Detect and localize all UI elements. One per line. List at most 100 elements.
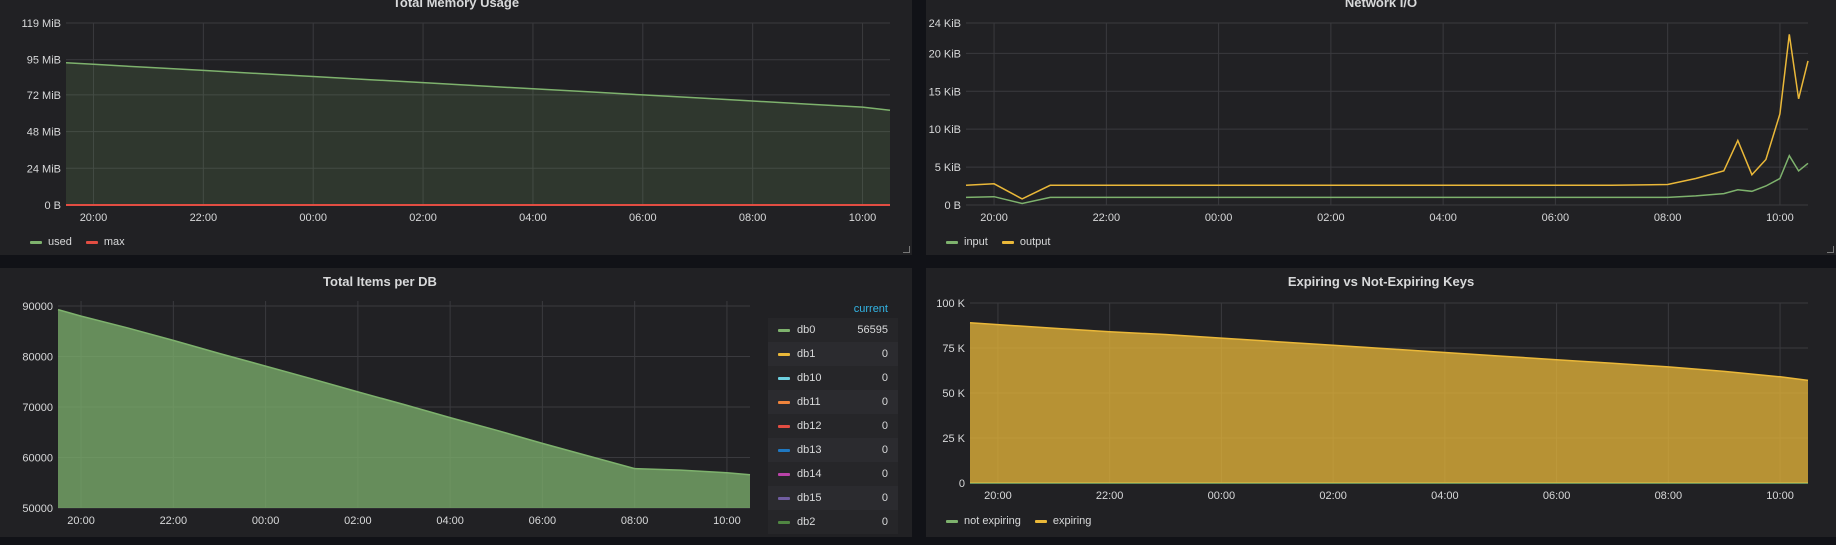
y-tick-label: 20 KiB bbox=[929, 48, 961, 60]
chart-legend: used max bbox=[30, 236, 125, 248]
x-tick-label: 20:00 bbox=[980, 212, 1008, 224]
legend-header-current[interactable]: current bbox=[853, 303, 888, 315]
x-tick-label: 22:00 bbox=[190, 212, 218, 224]
series-line-input bbox=[965, 154, 1809, 205]
y-tick-label: 5 KiB bbox=[935, 162, 961, 174]
x-tick-label: 10:00 bbox=[1766, 490, 1794, 502]
series-swatch bbox=[778, 448, 790, 452]
legend-row-db13[interactable]: db13 0 bbox=[768, 438, 898, 462]
y-tick-label: 95 MiB bbox=[27, 55, 61, 67]
series-swatch bbox=[778, 424, 790, 428]
x-tick-label: 10:00 bbox=[849, 212, 877, 224]
x-tick-label: 08:00 bbox=[739, 212, 767, 224]
y-tick-label: 10 KiB bbox=[929, 124, 961, 136]
panel-title[interactable]: Total Items per DB bbox=[323, 274, 437, 289]
legend-row-db10[interactable]: db10 0 bbox=[768, 366, 898, 390]
x-tick-label: 22:00 bbox=[1093, 212, 1121, 224]
x-tick-label: 06:00 bbox=[1543, 490, 1571, 502]
legend-row-db0[interactable]: db0 56595 bbox=[768, 318, 898, 342]
x-tick-label: 00:00 bbox=[1205, 212, 1233, 224]
y-tick-label: 72 MiB bbox=[27, 90, 61, 102]
y-tick-label: 100 K bbox=[936, 298, 965, 310]
legend-rows: db0 56595 db1 0 db10 0 db11 0 db12 0 db13 0 db14 0 db1… bbox=[768, 318, 898, 534]
y-tick-label: 15 KiB bbox=[929, 86, 961, 98]
panel-title[interactable]: Total Memory Usage bbox=[392, 0, 520, 10]
y-tick-label: 0 B bbox=[944, 200, 961, 212]
legend-label: input bbox=[964, 236, 988, 248]
series-swatch bbox=[778, 376, 790, 380]
x-tick-label: 20:00 bbox=[80, 212, 108, 224]
y-tick-label: 0 B bbox=[44, 200, 61, 212]
legend-series-name: db1 bbox=[797, 348, 816, 360]
legend-item-used[interactable]: used bbox=[30, 236, 72, 248]
legend-row-db14[interactable]: db14 0 bbox=[768, 462, 898, 486]
legend-series-name: db12 bbox=[797, 420, 822, 432]
chart-legend: input output bbox=[946, 236, 1050, 248]
x-tick-label: 08:00 bbox=[621, 515, 649, 527]
legend-table: current db0 56595 db1 0 db10 0 db11 0 db12 0 db13 0… bbox=[768, 300, 898, 534]
legend-series-name: db11 bbox=[797, 396, 821, 408]
series-area-expiring bbox=[970, 322, 1808, 483]
x-tick-label: 20:00 bbox=[67, 515, 95, 527]
panel-resize-handle[interactable] bbox=[1827, 246, 1834, 253]
x-tick-label: 10:00 bbox=[713, 515, 741, 527]
series-swatch bbox=[778, 352, 790, 356]
x-tick-label: 06:00 bbox=[629, 212, 657, 224]
legend-current-value: 0 bbox=[881, 348, 888, 360]
y-tick-label: 119 MiB bbox=[21, 18, 61, 30]
x-tick-label: 02:00 bbox=[1317, 212, 1345, 224]
legend-label: used bbox=[48, 236, 72, 248]
series-swatch bbox=[1034, 519, 1047, 523]
y-tick-label: 70000 bbox=[22, 402, 53, 414]
y-tick-label: 48 MiB bbox=[27, 127, 61, 139]
legend-row-db11[interactable]: db11 0 bbox=[768, 390, 898, 414]
legend-row-db2[interactable]: db2 0 bbox=[768, 510, 898, 534]
series-area-used bbox=[66, 62, 890, 205]
panel-title[interactable]: Network I/O bbox=[1344, 0, 1418, 10]
legend-item-expiring[interactable]: expiring bbox=[1034, 515, 1091, 527]
panel-resize-handle[interactable] bbox=[903, 246, 910, 253]
x-tick-label: 22:00 bbox=[160, 515, 188, 527]
x-tick-label: 00:00 bbox=[299, 212, 327, 224]
legend-row-db1[interactable]: db1 0 bbox=[768, 342, 898, 366]
legend-series-name: db14 bbox=[797, 468, 822, 480]
legend-item-not-expiring[interactable]: not expiring bbox=[946, 515, 1021, 527]
series-swatch bbox=[778, 472, 790, 476]
panel-title[interactable]: Expiring vs Not-Expiring Keys bbox=[1287, 274, 1475, 289]
legend-current-value: 0 bbox=[881, 444, 888, 456]
legend-series-name: db0 bbox=[797, 324, 816, 336]
expiring-keys-chart: 0 25 K 50 K 75 K 100 K 20:00 22:00 00:00 02:00 04… bbox=[936, 298, 1809, 502]
series-swatch bbox=[778, 520, 790, 524]
x-tick-label: 00:00 bbox=[252, 515, 280, 527]
expiring-keys-panel: Expiring vs Not-Expiring Keys 0 25 K 50 K 7… bbox=[926, 268, 1836, 537]
legend-label: not expiring bbox=[964, 515, 1021, 527]
x-tick-label: 04:00 bbox=[436, 515, 464, 527]
y-tick-label: 60000 bbox=[22, 453, 53, 465]
series-swatch bbox=[946, 240, 958, 244]
legend-row-db12[interactable]: db12 0 bbox=[768, 414, 898, 438]
legend-current-value: 0 bbox=[881, 492, 888, 504]
legend-series-name: db15 bbox=[797, 492, 822, 504]
x-tick-label: 06:00 bbox=[1542, 212, 1570, 224]
series-swatch bbox=[946, 519, 958, 523]
series-line-used bbox=[65, 62, 891, 111]
network-io-chart: 0 B 5 KiB 10 KiB 15 KiB 20 KiB 24 KiB 20:00 22:… bbox=[929, 18, 1809, 224]
legend-item-input[interactable]: input bbox=[946, 236, 988, 248]
legend-current-value: 0 bbox=[881, 396, 888, 408]
legend-item-output[interactable]: output bbox=[1001, 236, 1050, 248]
x-tick-label: 04:00 bbox=[519, 212, 547, 224]
y-tick-label: 24 KiB bbox=[929, 18, 961, 30]
chart-legend: not expiring expiring bbox=[946, 515, 1091, 527]
x-tick-label: 02:00 bbox=[1319, 490, 1347, 502]
x-tick-label: 00:00 bbox=[1208, 490, 1236, 502]
x-tick-label: 04:00 bbox=[1429, 212, 1457, 224]
series-line-db0 bbox=[57, 308, 751, 476]
legend-row-db15[interactable]: db15 0 bbox=[768, 486, 898, 510]
legend-series-name: db13 bbox=[797, 444, 822, 456]
legend-item-max[interactable]: max bbox=[85, 236, 125, 248]
series-swatch bbox=[1001, 240, 1014, 244]
memory-usage-panel: Total Memory Usage 0 B 24 MiB 48 MiB 72 MiB… bbox=[0, 0, 912, 255]
y-tick-label: 50 K bbox=[942, 388, 965, 400]
series-swatch bbox=[778, 496, 790, 500]
legend-series-name: db10 bbox=[797, 372, 822, 384]
